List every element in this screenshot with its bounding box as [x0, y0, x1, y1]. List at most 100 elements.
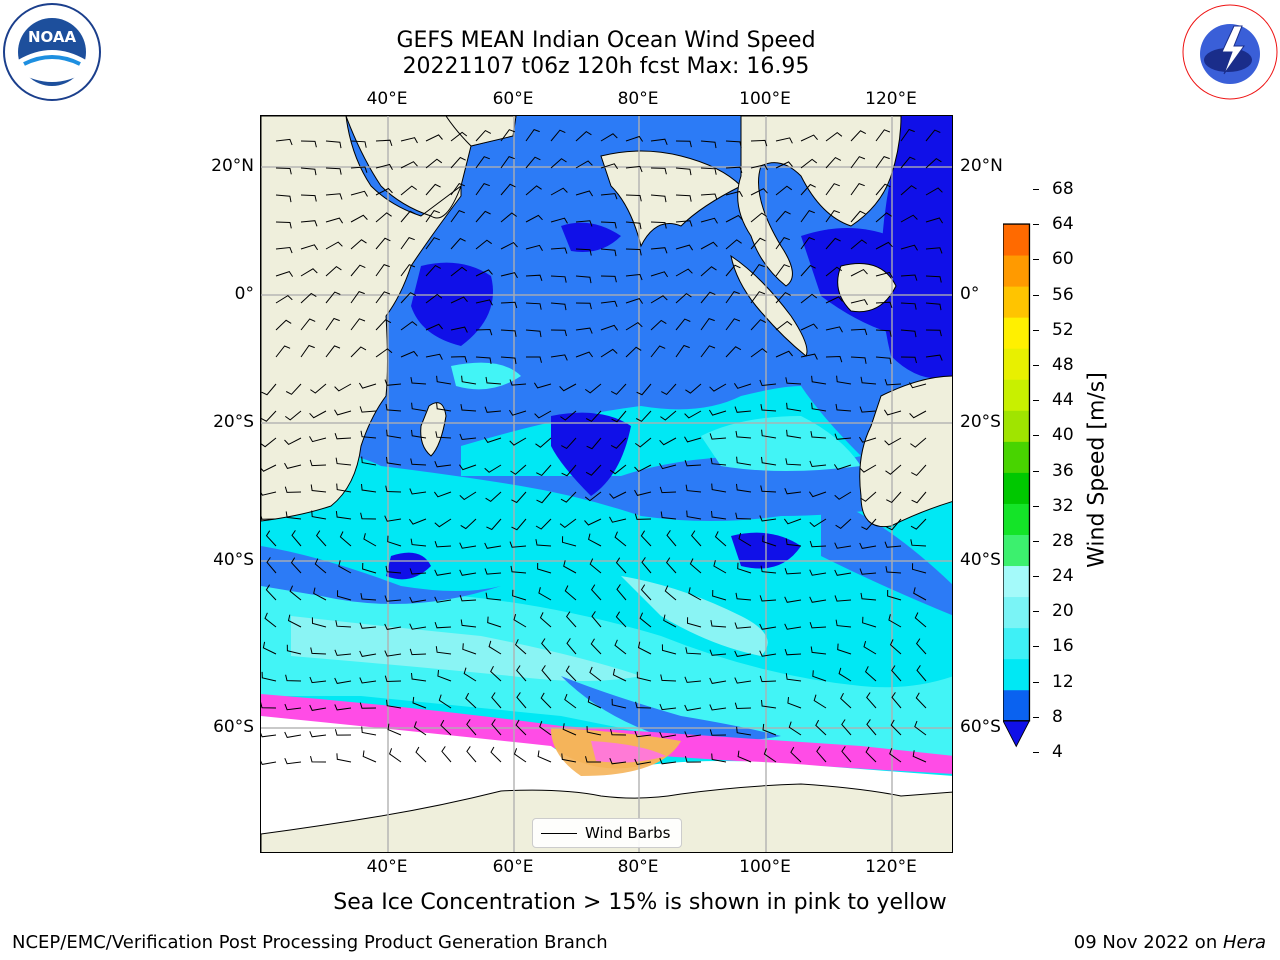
- wind-barb: [875, 241, 893, 250]
- wind-barb: [900, 329, 917, 338]
- wind-barb: [725, 166, 743, 174]
- wind-barb: [450, 131, 468, 142]
- wind-barb: [513, 748, 527, 763]
- wind-barb: [275, 221, 292, 229]
- wind-barb: [484, 464, 502, 473]
- wind-barb: [911, 464, 927, 477]
- wind-barb: [386, 429, 402, 439]
- wind-barb: [825, 209, 840, 223]
- lat-label-left: 40°S: [213, 550, 254, 570]
- wind-barb: [700, 266, 717, 277]
- wind-barb: [858, 436, 877, 443]
- wind-barb: [725, 239, 742, 250]
- wind-barb: [585, 410, 602, 422]
- wind-barb: [809, 540, 827, 548]
- africa-landmass: [261, 116, 517, 522]
- wind-barb: [516, 665, 527, 682]
- wind-barb: [775, 236, 790, 250]
- wind-barb: [360, 593, 377, 601]
- wind-barb: [309, 410, 327, 419]
- wind-barb: [334, 433, 352, 440]
- wind-barb: [525, 185, 542, 196]
- wind-barb: [736, 456, 752, 466]
- colorbar-segment: [1003, 410, 1030, 442]
- colorbar-tick-label: 4: [1052, 742, 1063, 762]
- wind-barb: [784, 488, 802, 495]
- wind-barb: [636, 383, 652, 396]
- wind-barb: [850, 299, 868, 306]
- wind-barb: [534, 410, 552, 419]
- wind-barb: [709, 677, 727, 684]
- wind-barb: [600, 248, 617, 257]
- wind-barb: [462, 643, 477, 655]
- wind-barb: [265, 584, 277, 601]
- wind-barb: [359, 677, 377, 684]
- producer-credit: NCEP/EMC/Verification Post Processing Pr…: [12, 932, 608, 953]
- wind-barb: [684, 410, 702, 419]
- wind-barb: [850, 210, 866, 223]
- wind-barb: [385, 485, 402, 493]
- wind-barb: [860, 491, 877, 502]
- wind-barb: [425, 158, 443, 169]
- wind-barb: [334, 704, 352, 711]
- wind-barb: [275, 138, 293, 146]
- wind-barb: [264, 612, 277, 628]
- wind-barb: [825, 355, 843, 363]
- wind-barb: [916, 665, 927, 682]
- wind-barb: [309, 459, 327, 467]
- wind-barb: [485, 376, 502, 385]
- wind-barb: [800, 134, 818, 142]
- wind-barb: [635, 410, 652, 422]
- wind-barb: [586, 437, 602, 450]
- wind-barb: [609, 464, 627, 475]
- wind-barb: [533, 382, 552, 389]
- wind-barb: [889, 639, 902, 655]
- wind-barb: [358, 382, 377, 389]
- wind-barb: [884, 379, 902, 386]
- wind-barb: [725, 318, 741, 331]
- wind-barb: [550, 354, 568, 361]
- wind-barb: [909, 410, 927, 419]
- wind-barb: [425, 209, 440, 223]
- colorbar-segment: [1003, 224, 1030, 256]
- wind-barb: [775, 161, 793, 169]
- wind-barb: [561, 464, 577, 477]
- wind-barb: [284, 486, 302, 493]
- wind-barb: [784, 596, 802, 603]
- wind-barb: [709, 649, 727, 656]
- wind-barb: [859, 542, 877, 549]
- wind-barb: [375, 237, 391, 250]
- wind-barb: [335, 457, 352, 466]
- wind-barb: [434, 569, 452, 576]
- wind-barb: [262, 641, 277, 655]
- colorbar-tick-label: 12: [1052, 671, 1074, 692]
- wind-barb: [338, 560, 352, 574]
- wind-barb: [540, 692, 552, 709]
- colorbar-segment: [1003, 255, 1030, 287]
- wind-barb: [834, 491, 852, 500]
- wind-barb: [759, 515, 777, 522]
- wind-barb: [900, 156, 916, 169]
- wind-barb: [325, 241, 343, 250]
- wind-barb: [261, 732, 277, 738]
- wind-barb: [811, 402, 827, 412]
- wind-barb: [614, 639, 627, 655]
- chart-subtitle: 20221107 t06z 120h fcst Max: 16.95: [402, 54, 810, 79]
- wind-barb: [434, 621, 452, 629]
- wind-barb: [784, 623, 802, 630]
- wind-barb: [285, 383, 302, 395]
- wind-barb: [309, 436, 327, 443]
- wind-barb: [825, 183, 840, 196]
- wind-barb: [825, 266, 842, 277]
- wind-barb: [550, 247, 568, 254]
- wind-barb: [339, 531, 352, 547]
- wind-barb: [825, 296, 843, 304]
- wind-barb: [909, 382, 927, 389]
- wind-barb: [650, 194, 667, 203]
- lon-label-bottom: 40°E: [366, 857, 408, 877]
- wind-barb: [759, 595, 777, 602]
- wind-barb: [860, 376, 877, 385]
- wind-barb: [925, 129, 941, 142]
- wind-barb: [900, 128, 915, 142]
- wind-barb: [785, 538, 802, 547]
